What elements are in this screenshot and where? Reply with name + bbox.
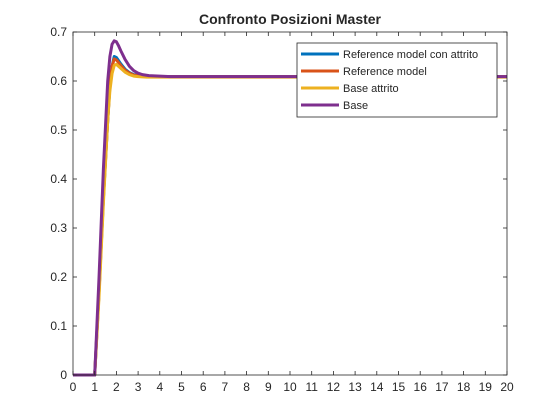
y-tick-label: 0.6 [50, 74, 67, 88]
x-tick-label: 8 [243, 380, 250, 394]
x-tick-label: 17 [435, 380, 449, 394]
y-tick-label: 0.1 [50, 319, 67, 333]
legend-label-3: Base attrito [343, 83, 399, 95]
x-tick-label: 18 [457, 380, 471, 394]
x-tick-label: 6 [200, 380, 207, 394]
axes-layer: 0 1 2 3 4 5 6 7 8 9 10 11 12 13 14 15 16 17 18 19 2000.10.20… [50, 25, 514, 394]
x-tick-label: 13 [348, 380, 362, 394]
x-tick-label: 3 [135, 380, 142, 394]
chart-title: Confronto Posizioni Master [199, 11, 382, 27]
legend-label-4: Base [343, 100, 368, 112]
x-tick-label: 0 [70, 380, 77, 394]
y-tick-label: 0.7 [50, 25, 67, 39]
y-tick-label: 0.5 [50, 123, 67, 137]
x-tick-label: 4 [156, 380, 163, 394]
x-tick-label: 14 [370, 380, 384, 394]
legend-label-2: Reference model [343, 66, 427, 78]
x-tick-label: 10 [283, 380, 297, 394]
x-tick-label: 5 [178, 380, 185, 394]
legend-label-1: Reference model con attrito [343, 49, 478, 61]
y-tick-label: 0.2 [50, 270, 67, 284]
y-tick-label: 0.4 [50, 172, 67, 186]
y-tick-label: 0.3 [50, 221, 67, 235]
x-tick-label: 11 [305, 380, 318, 394]
x-tick-label: 7 [222, 380, 229, 394]
x-tick-label: 2 [113, 380, 120, 394]
x-tick-label: 20 [500, 380, 514, 394]
x-tick-label: 15 [392, 380, 406, 394]
x-tick-label: 16 [414, 380, 428, 394]
x-tick-label: 12 [327, 380, 341, 394]
x-tick-label: 1 [91, 380, 98, 394]
x-tick-label: 19 [479, 380, 493, 394]
y-tick-label: 0 [60, 368, 67, 382]
x-tick-label: 9 [265, 380, 272, 394]
legend: Reference model con attrito Reference mod… [296, 42, 498, 118]
